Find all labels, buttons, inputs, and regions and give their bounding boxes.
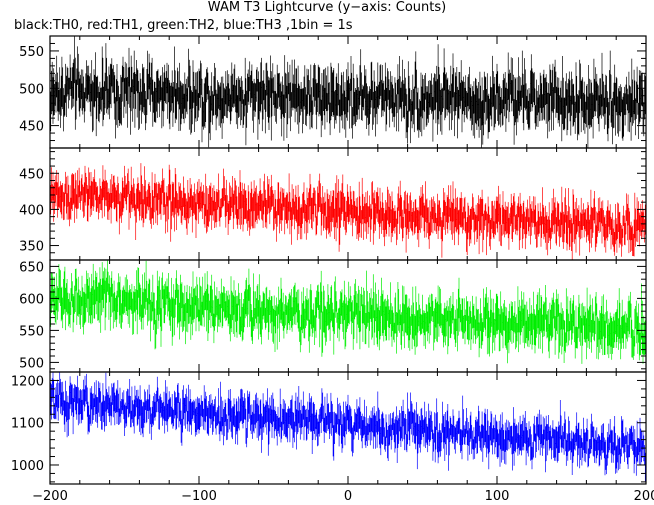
series-th3-line	[50, 372, 646, 482]
series-th2-line	[50, 260, 646, 364]
y-tick-label: 450	[19, 120, 44, 135]
panel-th0: 450 500 550	[19, 35, 647, 149]
panel-th1: 350 400 450	[19, 147, 647, 261]
y-tick-label: 1200	[11, 374, 44, 389]
x-tick-label: −200	[32, 489, 68, 504]
chart-title: WAM T3 Lightcurve (y−axis: Counts)	[207, 0, 447, 15]
y-tick-label: 600	[19, 292, 44, 307]
y-tick-label: 1100	[11, 417, 44, 432]
series-th0-line	[50, 36, 646, 148]
y-tick-label: 350	[19, 240, 44, 255]
series-th1-line	[50, 163, 646, 260]
y-tick-label: 450	[19, 167, 44, 182]
x-tick-label: 100	[485, 489, 510, 504]
chart-subtitle: black:TH0, red:TH1, green:TH2, blue:TH3 …	[14, 18, 353, 33]
x-tick-label: −100	[181, 489, 217, 504]
y-tick-label: 500	[19, 356, 44, 371]
y-tick-label: 650	[19, 260, 44, 275]
y-tick-label: 400	[19, 203, 44, 218]
panel-th2: 500 550 600 650	[19, 259, 647, 373]
y-tick-label: 550	[19, 45, 44, 60]
panel-th3: 1000 1100 1200	[11, 371, 647, 485]
y-tick-label: 550	[19, 324, 44, 339]
x-tick-label: 200	[634, 489, 654, 504]
y-tick-label: 500	[19, 82, 44, 97]
y-tick-label: 1000	[11, 459, 44, 474]
x-tick-label: 0	[344, 489, 352, 504]
